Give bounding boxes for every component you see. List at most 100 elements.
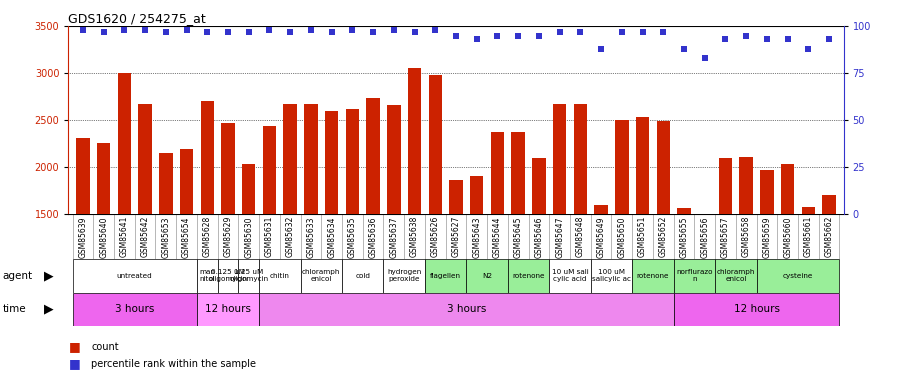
Bar [573, 104, 587, 354]
Text: hydrogen
peroxide: hydrogen peroxide [386, 269, 421, 282]
Text: GSM85646: GSM85646 [534, 216, 543, 258]
Bar [324, 111, 338, 354]
Text: rotenone: rotenone [512, 273, 544, 279]
Bar [407, 68, 421, 354]
Text: agent: agent [3, 271, 33, 280]
Bar [511, 132, 525, 354]
Text: GSM85662: GSM85662 [824, 216, 833, 257]
Bar [801, 207, 814, 354]
Bar [262, 126, 276, 354]
Text: GSM85627: GSM85627 [451, 216, 460, 257]
Text: ■: ■ [68, 340, 80, 353]
Text: GSM85648: GSM85648 [575, 216, 584, 257]
Text: GSM85631: GSM85631 [265, 216, 273, 257]
Bar [428, 75, 442, 354]
Text: GSM85647: GSM85647 [555, 216, 564, 258]
Text: GSM85632: GSM85632 [285, 216, 294, 257]
Text: GSM85634: GSM85634 [327, 216, 336, 258]
Bar [469, 176, 483, 354]
Text: 3 hours: 3 hours [115, 304, 154, 314]
Bar [739, 157, 752, 354]
Bar [345, 109, 359, 354]
Text: chloramph
enicol: chloramph enicol [716, 269, 754, 282]
Bar [386, 105, 400, 354]
Bar [635, 117, 649, 354]
Bar [301, 259, 342, 292]
Text: untreated: untreated [117, 273, 152, 279]
Bar [548, 259, 590, 292]
Text: 0.125 uM
oligomycin: 0.125 uM oligomycin [209, 269, 247, 282]
Text: GSM85658: GSM85658 [741, 216, 750, 257]
Text: GSM85655: GSM85655 [679, 216, 688, 258]
Text: chloramph
enicol: chloramph enicol [302, 269, 340, 282]
Bar [73, 259, 197, 292]
Bar [594, 206, 607, 354]
Text: GSM85642: GSM85642 [140, 216, 149, 257]
Text: 1.25 uM
oligomycin: 1.25 uM oligomycin [229, 269, 268, 282]
Text: GSM85633: GSM85633 [306, 216, 315, 258]
Text: GSM85645: GSM85645 [513, 216, 522, 258]
Text: GSM85653: GSM85653 [161, 216, 170, 258]
Text: GSM85654: GSM85654 [182, 216, 190, 258]
Text: count: count [91, 342, 118, 352]
Bar [138, 104, 151, 354]
Text: GSM85643: GSM85643 [472, 216, 481, 258]
Bar [677, 208, 690, 354]
Bar [590, 259, 631, 292]
Bar [673, 292, 838, 326]
Bar [259, 259, 301, 292]
Bar [197, 292, 259, 326]
Bar [159, 153, 172, 354]
Bar [342, 259, 383, 292]
Bar [366, 99, 379, 354]
Text: norflurazo
n: norflurazo n [675, 269, 711, 282]
Text: cold: cold [355, 273, 370, 279]
Text: GSM85649: GSM85649 [596, 216, 605, 258]
Bar [673, 259, 714, 292]
Bar [238, 259, 259, 292]
Bar [283, 104, 297, 354]
Text: ▶: ▶ [44, 269, 54, 282]
Text: 12 hours: 12 hours [205, 304, 251, 314]
Bar [383, 259, 425, 292]
Bar [218, 259, 238, 292]
Bar [656, 121, 670, 354]
Text: GSM85660: GSM85660 [783, 216, 792, 258]
Bar [425, 259, 466, 292]
Text: 100 uM
salicylic ac: 100 uM salicylic ac [591, 269, 630, 282]
Text: GSM85637: GSM85637 [389, 216, 398, 258]
Bar [552, 104, 566, 354]
Text: GSM85626: GSM85626 [430, 216, 439, 257]
Text: flagellen: flagellen [430, 273, 461, 279]
Text: man
nitol: man nitol [200, 269, 215, 282]
Text: GSM85661: GSM85661 [803, 216, 812, 257]
Text: GSM85635: GSM85635 [347, 216, 356, 258]
Text: GSM85639: GSM85639 [78, 216, 87, 258]
Bar [304, 104, 317, 354]
Bar [449, 180, 462, 354]
Text: GSM85629: GSM85629 [223, 216, 232, 257]
Text: GSM85652: GSM85652 [658, 216, 667, 257]
Bar [490, 132, 504, 354]
Bar [179, 149, 193, 354]
Text: 10 uM sali
cylic acid: 10 uM sali cylic acid [551, 269, 588, 282]
Bar [197, 259, 218, 292]
Bar [200, 101, 214, 354]
Text: GSM85638: GSM85638 [410, 216, 418, 257]
Text: rotenone: rotenone [636, 273, 669, 279]
Text: GSM85630: GSM85630 [244, 216, 253, 258]
Text: N2: N2 [482, 273, 492, 279]
Bar [756, 259, 838, 292]
Text: GSM85659: GSM85659 [762, 216, 771, 258]
Text: percentile rank within the sample: percentile rank within the sample [91, 359, 256, 369]
Bar [631, 259, 673, 292]
Bar [118, 73, 131, 354]
Text: GSM85651: GSM85651 [638, 216, 646, 257]
Text: GSM85644: GSM85644 [493, 216, 501, 258]
Text: GSM85657: GSM85657 [721, 216, 729, 258]
Bar [697, 214, 711, 354]
Text: GSM85640: GSM85640 [99, 216, 108, 258]
Text: ▶: ▶ [44, 303, 54, 316]
Text: chitin: chitin [270, 273, 290, 279]
Bar [532, 158, 545, 354]
